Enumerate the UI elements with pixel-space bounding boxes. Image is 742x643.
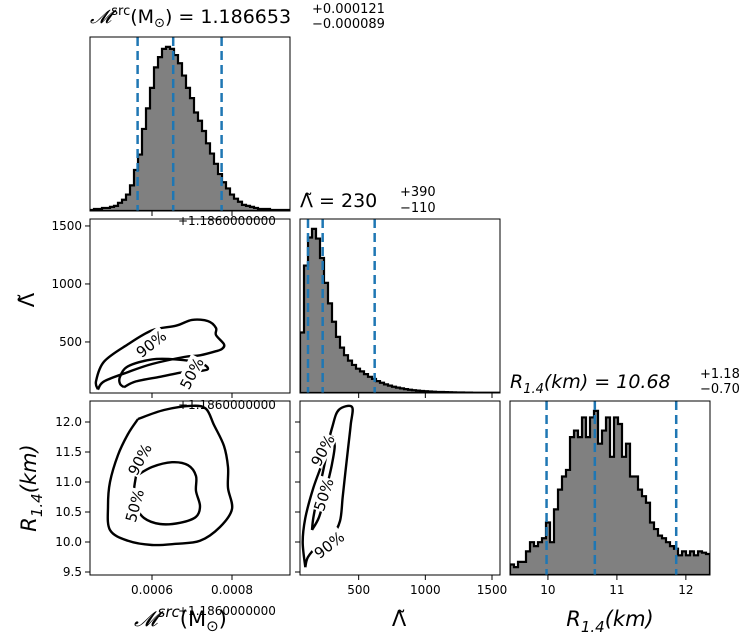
y-tick-label: 1000 xyxy=(51,277,82,291)
contour-90 xyxy=(94,318,226,391)
x-tick-label: 12 xyxy=(678,583,693,597)
histogram-mchirp xyxy=(90,45,290,211)
title-r14-lower: −0.70 xyxy=(700,382,740,397)
title-r14-upper: +1.18 xyxy=(700,367,740,382)
contour-label-50-group: 50% xyxy=(309,475,338,513)
panel-mchirp-lambda: 90%50% 500 1000 1500 xyxy=(51,218,291,398)
offset-text-bottom: +1.1860000000 xyxy=(178,604,276,618)
contour-label-90-top-bg xyxy=(306,430,338,469)
title-lambda-lower: −110 xyxy=(400,201,436,216)
panel-mchirp-hist xyxy=(89,36,291,216)
contour-label-50-bg xyxy=(175,353,207,392)
histogram-lambda xyxy=(300,227,500,393)
plot-area xyxy=(300,219,500,393)
x-tick-label: 11 xyxy=(609,583,624,597)
axes-frame xyxy=(299,218,501,394)
contour-label-90: 90% xyxy=(133,327,170,362)
panel-mchirp-r14: 90%50% 9.5 10.0 10.5 11.0 11.5 12.0 0.0006 0.000… xyxy=(55,400,291,597)
axes-frame xyxy=(89,36,291,212)
x-tick-label: 1500 xyxy=(477,583,508,597)
y-tick-label: 9.5 xyxy=(63,565,82,579)
title-lambda-upper: +390 xyxy=(400,185,436,200)
plot-area: 90%50% xyxy=(106,404,234,547)
x-tick-label: 1000 xyxy=(410,583,441,597)
y-tick-label: 12.0 xyxy=(55,415,82,429)
x-tick-label: 10 xyxy=(540,583,555,597)
offset-text-middle: +1.1860000000 xyxy=(178,398,276,412)
title-mchirp-upper: +0.000121 xyxy=(312,2,385,17)
ylabel-lambda: Λ̃ xyxy=(15,292,39,307)
contour-label-90-bg xyxy=(131,325,170,361)
title-mchirp: 𝓜src(M⊙) = 1.186653 xyxy=(90,4,291,31)
offset-text-top: +1.1860000000 xyxy=(178,214,276,228)
y-tick-label: 1500 xyxy=(51,219,82,233)
contour-label-90-bottom-bg xyxy=(309,526,348,562)
axes-frame xyxy=(89,400,291,576)
contour-label-90-bottom: 90% xyxy=(311,528,348,563)
panel-r14-hist: 10 11 12 xyxy=(509,400,711,597)
y-tick-label: 500 xyxy=(59,335,82,349)
x-tick-label: 500 xyxy=(347,583,370,597)
title-r14: R1.4(km) = 10.68 xyxy=(510,371,671,397)
x-tick-label: 0.0006 xyxy=(131,583,173,597)
plot-area: 90%50% xyxy=(94,318,226,392)
xlabel-lambda: Λ̃ xyxy=(392,607,407,631)
contour-label-90-bottom-group: 90% xyxy=(309,526,348,563)
axes-frame xyxy=(89,218,291,394)
contour-label-90-bg xyxy=(123,439,155,478)
x-tick-label: 0.0008 xyxy=(211,583,253,597)
contour-label-50-bg xyxy=(309,475,336,514)
title-mchirp-lower: −0.000089 xyxy=(312,17,385,32)
ylabel-r14: R1.4(km) xyxy=(17,444,46,531)
y-tick-label: 10.0 xyxy=(55,535,82,549)
plot-area xyxy=(90,37,290,211)
xlabel-r14: R1.4(km) xyxy=(566,607,653,636)
title-lambda: Λ̃ = 230 xyxy=(300,190,377,212)
y-tick-label: 10.5 xyxy=(55,505,82,519)
plot-area: 90%50%90% xyxy=(301,404,354,568)
axes-frame xyxy=(299,400,501,576)
y-tick-label: 11.5 xyxy=(55,445,82,459)
axes-frame xyxy=(509,400,711,576)
panel-lambda-r14: 90%50%90% 500 1000 1500 xyxy=(295,400,508,597)
contour-label-90-group: 90% xyxy=(123,439,156,478)
plot-area xyxy=(510,401,710,575)
histogram-r14 xyxy=(510,409,710,575)
panel-lambda-hist xyxy=(299,218,501,398)
contour-90 xyxy=(106,404,234,547)
y-tick-label: 11.0 xyxy=(55,475,82,489)
